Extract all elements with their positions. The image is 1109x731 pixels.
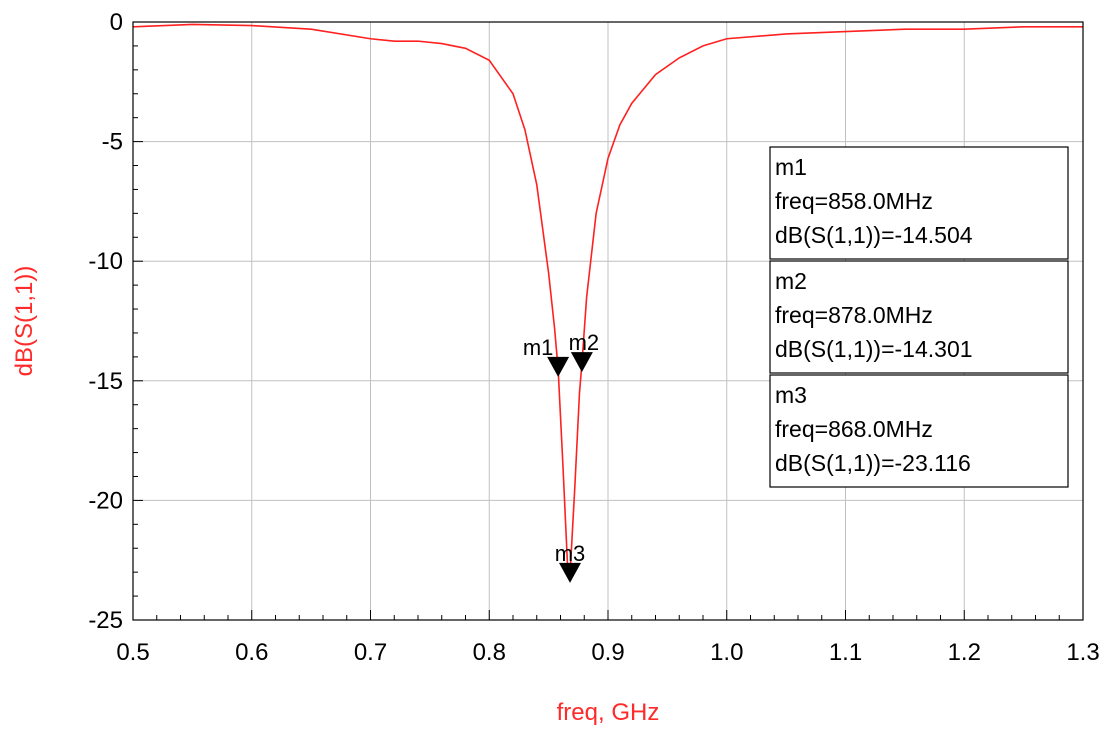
- x-tick-label: 0.6: [235, 639, 268, 666]
- readout-line: freq=878.0MHz: [775, 302, 933, 328]
- y-tick-label: -25: [88, 607, 123, 634]
- plot-frame: [132, 21, 1084, 621]
- marker-readout-m2: m2 freq=878.0MHz dB(S(1,1))=-14.301: [769, 260, 1069, 374]
- marker-m2-icon: [570, 352, 593, 373]
- marker-readout-m3: m3 freq=868.0MHz dB(S(1,1))=-23.116: [769, 374, 1069, 488]
- minor-ticks: [132, 21, 1084, 621]
- y-tick-label: -20: [88, 487, 123, 514]
- marker-readout-m1: m1 freq=858.0MHz dB(S(1,1))=-14.504: [769, 146, 1069, 260]
- readout-box: [769, 146, 1069, 260]
- y-tick-label: -5: [102, 129, 123, 156]
- y-axis-title: dB(S(1,1)): [11, 266, 38, 377]
- x-tick-label: 0.7: [354, 639, 387, 666]
- x-tick-label: 0.9: [591, 639, 624, 666]
- x-tick-label: 1.2: [948, 639, 981, 666]
- readout-box: [769, 374, 1069, 488]
- readout-box: [769, 260, 1069, 374]
- x-tick-label: 1.0: [710, 639, 743, 666]
- readout-line: m2: [775, 268, 807, 294]
- x-tick-label: 1.3: [1066, 639, 1099, 666]
- marker-readouts: m1 freq=858.0MHz dB(S(1,1))=-14.504 m2 freq=…: [769, 146, 1069, 488]
- x-tick-labels: 0.5 0.6 0.7 0.8 0.9 1.0 1.1 1.2 1.3: [116, 639, 1099, 666]
- readout-line: dB(S(1,1))=-23.116: [775, 450, 971, 476]
- marker-m3-label: m3: [555, 541, 586, 566]
- y-tick-label: -10: [88, 248, 123, 275]
- x-tick-label: 0.5: [116, 639, 149, 666]
- marker-m2-label: m2: [569, 330, 600, 355]
- x-tick-label: 1.1: [829, 639, 862, 666]
- x-axis-title: freq, GHz: [557, 699, 660, 726]
- markers: m1 m2 m3: [523, 330, 599, 583]
- readout-line: dB(S(1,1))=-14.504: [775, 222, 973, 248]
- x-tick-label: 0.8: [473, 639, 506, 666]
- y-tick-label: 0: [110, 9, 123, 36]
- readout-line: dB(S(1,1))=-14.301: [775, 336, 973, 362]
- readout-line: m1: [775, 154, 807, 180]
- readout-line: freq=858.0MHz: [775, 188, 933, 214]
- marker-m1-label: m1: [523, 335, 554, 360]
- marker-m1-icon: [547, 356, 570, 377]
- readout-line: freq=868.0MHz: [775, 416, 933, 442]
- readout-line: m3: [775, 382, 807, 408]
- y-tick-labels: 0 -5 -10 -15 -20 -25: [88, 9, 123, 634]
- y-tick-label: -15: [88, 368, 123, 395]
- marker-m3-icon: [559, 562, 581, 583]
